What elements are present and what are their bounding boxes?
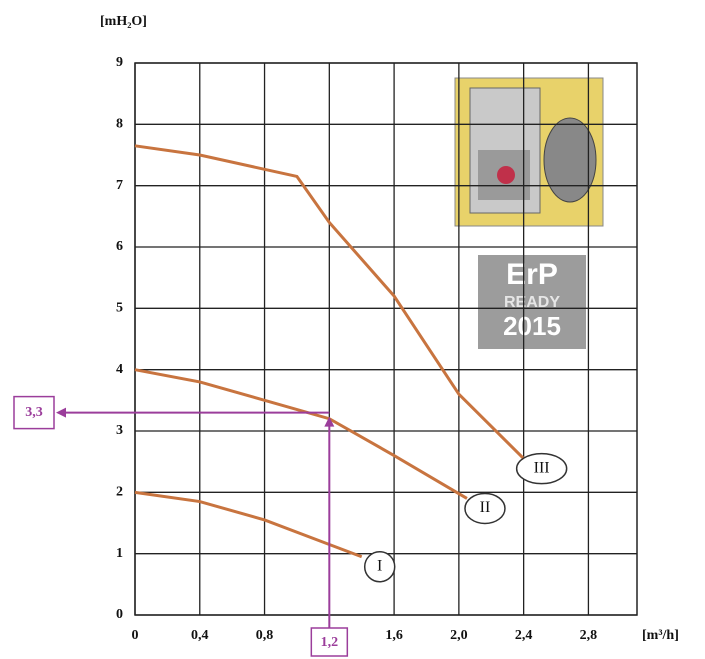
y-tick-label: 5 [116, 301, 123, 316]
x-tick-label: 0,4 [191, 628, 209, 643]
x-tick-label: 2,0 [450, 628, 468, 643]
y-tick-label: 4 [116, 362, 123, 377]
curve [135, 370, 467, 499]
arrow-head [56, 408, 66, 418]
annotation-label: 1,2 [321, 635, 339, 650]
y-tick-label: 1 [116, 546, 123, 561]
y-tick-label: 6 [116, 239, 123, 254]
x-tick-label: 2,8 [580, 628, 598, 643]
curve [135, 492, 362, 556]
x-tick-label: 0,8 [256, 628, 274, 643]
x-tick-label: 0 [132, 628, 139, 643]
y-tick-label: 8 [116, 117, 123, 132]
y-axis-label: [mH₂O] [100, 14, 147, 29]
x-tick-label: 2,4 [515, 628, 533, 643]
badge-line: ErP [506, 258, 558, 291]
y-tick-label: 7 [116, 178, 123, 193]
x-axis-label: [m³/h] [642, 628, 679, 643]
pump-led [497, 166, 515, 184]
y-tick-label: 0 [116, 607, 123, 622]
annotation-label: 3,3 [25, 405, 43, 420]
legend-label: II [480, 499, 491, 516]
y-tick-label: 9 [116, 55, 123, 70]
legend-label: I [377, 557, 382, 574]
legend-label: III [534, 459, 550, 476]
y-tick-label: 3 [116, 423, 123, 438]
pump-photo [455, 78, 603, 226]
badge-line: 2015 [503, 311, 561, 341]
chart: [mH₂O] [m³/h] ErP READY 2015 01234567890… [0, 0, 705, 659]
y-tick-label: 2 [116, 485, 123, 500]
x-tick-label: 1,6 [385, 628, 403, 643]
